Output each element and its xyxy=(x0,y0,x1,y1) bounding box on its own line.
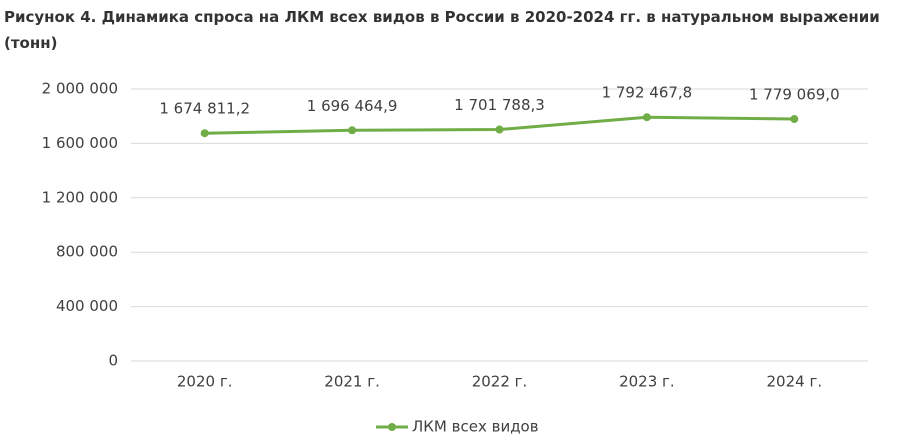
x-tick-label: 2020 г. xyxy=(177,373,233,391)
x-tick-label: 2023 г. xyxy=(619,373,675,391)
x-tick-label: 2021 г. xyxy=(324,373,380,391)
chart-title: Рисунок 4. Динамика спроса на ЛКМ всех в… xyxy=(4,8,880,52)
data-label: 1 701 788,3 xyxy=(454,96,545,114)
y-tick-label: 400 000 xyxy=(56,297,118,315)
x-tick-label: 2024 г. xyxy=(767,373,823,391)
x-tick-label: 2022 г. xyxy=(472,373,528,391)
legend-marker xyxy=(388,423,396,431)
y-tick-label: 800 000 xyxy=(56,243,118,261)
data-label: 1 674 811,2 xyxy=(159,100,250,118)
y-tick-label: 1 200 000 xyxy=(42,188,118,206)
marker xyxy=(200,129,209,138)
y-tick-label: 2 000 000 xyxy=(42,80,118,98)
y-tick-label: 1 600 000 xyxy=(42,134,118,152)
data-label: 1 779 069,0 xyxy=(749,86,840,104)
data-label: 1 792 467,8 xyxy=(602,84,693,102)
marker xyxy=(348,126,357,135)
y-tick-label: 0 xyxy=(108,352,118,370)
data-label: 1 696 464,9 xyxy=(307,97,398,115)
marker xyxy=(790,115,799,124)
marker xyxy=(642,113,651,122)
legend-label: ЛКМ всех видов xyxy=(412,418,539,436)
marker xyxy=(495,125,504,134)
